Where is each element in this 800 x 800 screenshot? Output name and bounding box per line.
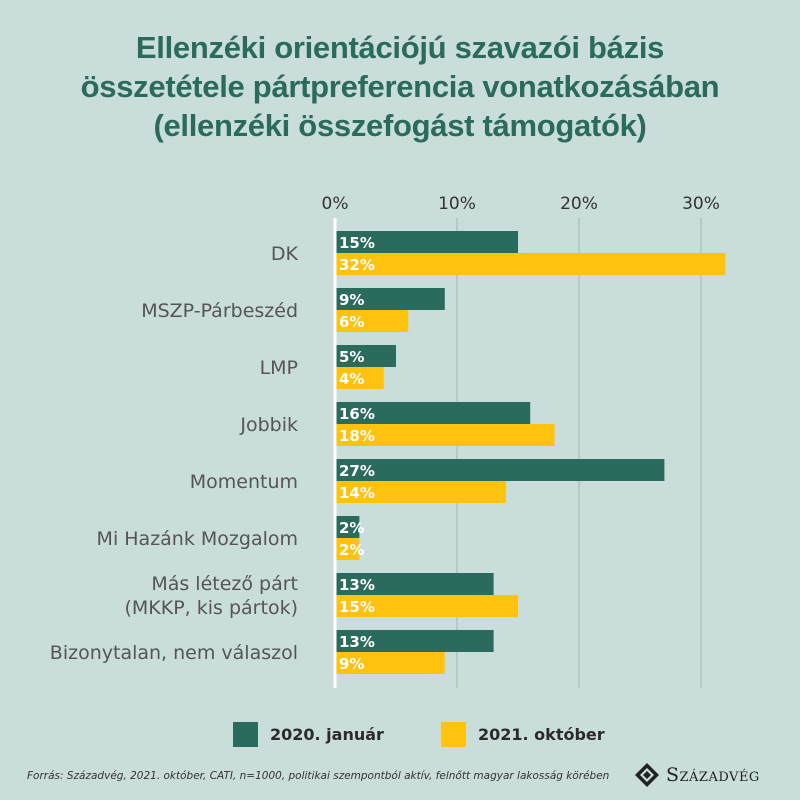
chart-legend: 2020. január 2021. október [0, 722, 800, 752]
title-line-1: Ellenzéki orientációjú szavazói bázis [135, 30, 665, 65]
category-label-3: Jobbik [239, 414, 298, 436]
bar-2020-3 [335, 402, 531, 424]
bar-label-2020-0: 15% [339, 234, 375, 252]
bar-label-2021-0: 32% [339, 256, 375, 274]
brand-logo-icon [635, 763, 659, 787]
bar-2021-1 [335, 310, 409, 332]
brand: Századvég [634, 760, 760, 790]
legend-label-2021: 2021. október [478, 725, 605, 744]
bar-2020-6 [335, 573, 494, 595]
legend-swatch-2020 [233, 722, 258, 747]
chart-title: Ellenzéki orientációjú szavazói bázis ös… [0, 28, 800, 145]
bar-label-2020-1: 9% [339, 291, 364, 309]
x-tick-label-10: 10% [438, 194, 476, 214]
legend-label-2020: 2020. január [270, 725, 384, 744]
bar-label-2020-6: 13% [339, 576, 375, 594]
brand-name: Századvég [666, 764, 760, 786]
bar-label-2020-3: 16% [339, 405, 375, 423]
bar-2021-5 [335, 538, 360, 560]
bar-label-2020-5: 2% [339, 519, 364, 537]
bar-2021-0 [335, 253, 726, 275]
bar-2020-2 [335, 345, 396, 367]
bar-2020-1 [335, 288, 445, 310]
category-label-2: LMP [260, 357, 298, 379]
bar-2020-0 [335, 231, 518, 253]
x-tick-label-20: 20% [560, 194, 598, 214]
bar-label-2021-7: 9% [339, 655, 364, 673]
category-label-5: Mi Hazánk Mozgalom [97, 528, 298, 550]
bar-2021-6 [335, 595, 518, 617]
category-label-4: Momentum [190, 471, 298, 493]
bar-label-2020-2: 5% [339, 348, 364, 366]
bar-2021-2 [335, 367, 384, 389]
category-label-0: DK [271, 243, 299, 265]
bar-label-2020-4: 27% [339, 462, 375, 480]
title-line-2: összetétele pártpreferencia vonatkozásáb… [80, 69, 720, 104]
bar-2021-4 [335, 481, 506, 503]
bar-label-2021-5: 2% [339, 541, 364, 559]
category-label-6-1: (MKKP, kis pártok) [125, 597, 299, 619]
bar-2021-3 [335, 424, 555, 446]
legend-item-2020: 2020. január [233, 722, 384, 747]
bar-label-2021-4: 14% [339, 484, 375, 502]
bar-2020-7 [335, 630, 494, 652]
bar-label-2021-6: 15% [339, 598, 375, 616]
x-tick-label-30: 30% [682, 194, 720, 214]
x-tick-label-0: 0% [322, 194, 349, 214]
category-label-1: MSZP-Párbeszéd [141, 300, 298, 322]
bar-label-2021-3: 18% [339, 427, 375, 445]
bar-2020-4 [335, 459, 665, 481]
bar-label-2021-2: 4% [339, 370, 364, 388]
title-line-3: (ellenzéki összefogást támogatók) [153, 108, 647, 143]
bar-2021-7 [335, 652, 445, 674]
bar-2020-5 [335, 516, 360, 538]
bar-label-2021-1: 6% [339, 313, 364, 331]
bar-label-2020-7: 13% [339, 633, 375, 651]
category-label-6-0: Más létező párt [151, 573, 298, 595]
category-label-7: Bizonytalan, nem válaszol [50, 642, 298, 664]
source-note: Forrás: Századvég, 2021. október, CATI, … [27, 770, 610, 782]
legend-item-2021: 2021. október [441, 722, 605, 747]
legend-swatch-2021 [441, 722, 466, 747]
